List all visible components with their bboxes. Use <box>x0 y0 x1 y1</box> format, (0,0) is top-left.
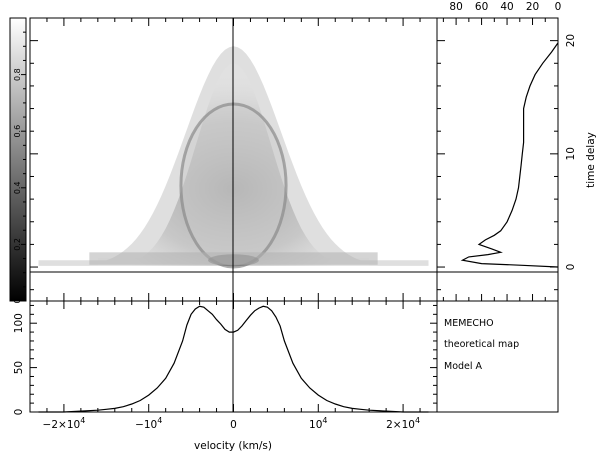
velocity-axis-label: velocity (km/s) <box>194 440 272 452</box>
flux-top-tick-label: 40 <box>500 1 513 13</box>
velocity-profile-curve <box>38 305 429 413</box>
delay-profile-ticks: 0 10 20 80 60 40 20 0 <box>437 1 577 301</box>
delay-profile-curve <box>460 42 559 268</box>
colorbar-tick-label: 0.8 <box>13 68 22 81</box>
info-box: MEMECHO theoretical map Model A <box>436 300 559 413</box>
delay-tick-label: 0 <box>565 264 577 271</box>
transfer-map-panel <box>29 17 438 302</box>
info-box-frame <box>436 300 559 413</box>
velocity-tick-label: 0 <box>230 419 237 431</box>
flux-top-tick-label: 0 <box>555 1 562 13</box>
colorbar-tick-label: 0 <box>13 298 22 303</box>
info-note-model: Model A <box>444 361 483 372</box>
velocity-profile-ticks: −2×104 −104 0 104 2×104 0 50 100 <box>13 301 438 431</box>
time-delay-axis-label: time delay <box>585 132 597 188</box>
velocity-tick-label: 2×104 <box>386 416 420 431</box>
velocity-tick-label: −104 <box>135 416 162 431</box>
delay-profile-panel: 0 10 20 80 60 40 20 0 time delay <box>436 1 597 302</box>
flux-left-tick-label: 0 <box>13 409 25 416</box>
delay-tick-label: 10 <box>565 147 577 160</box>
transfer-map-ticks <box>29 17 438 301</box>
velocity-profile-panel: −2×104 −104 0 104 2×104 0 50 100 velocity (km/s… <box>13 300 438 452</box>
delay-tick-label: 20 <box>565 34 577 47</box>
flux-left-tick-label: 50 <box>13 361 25 374</box>
velocity-tick-label: −2×104 <box>43 416 86 431</box>
velocity-tick-label: 104 <box>309 416 327 431</box>
info-note-memecho: MEMECHO <box>444 318 494 329</box>
flux-top-tick-label: 20 <box>526 1 539 13</box>
colorbar-tick-label: 0.2 <box>13 238 22 251</box>
colorbar: 0 0.2 0.4 0.6 0.8 <box>9 17 27 304</box>
info-note-theoretical-map: theoretical map <box>444 339 519 350</box>
flux-top-tick-label: 60 <box>475 1 488 13</box>
colorbar-ticks: 0 0.2 0.4 0.6 0.8 <box>13 31 26 304</box>
colorbar-tick-label: 0.4 <box>13 181 22 194</box>
delay-profile-frame <box>436 17 559 302</box>
flux-top-tick-label: 80 <box>449 1 462 13</box>
colorbar-tick-label: 0.6 <box>13 125 22 138</box>
flux-left-tick-label: 100 <box>13 313 25 333</box>
